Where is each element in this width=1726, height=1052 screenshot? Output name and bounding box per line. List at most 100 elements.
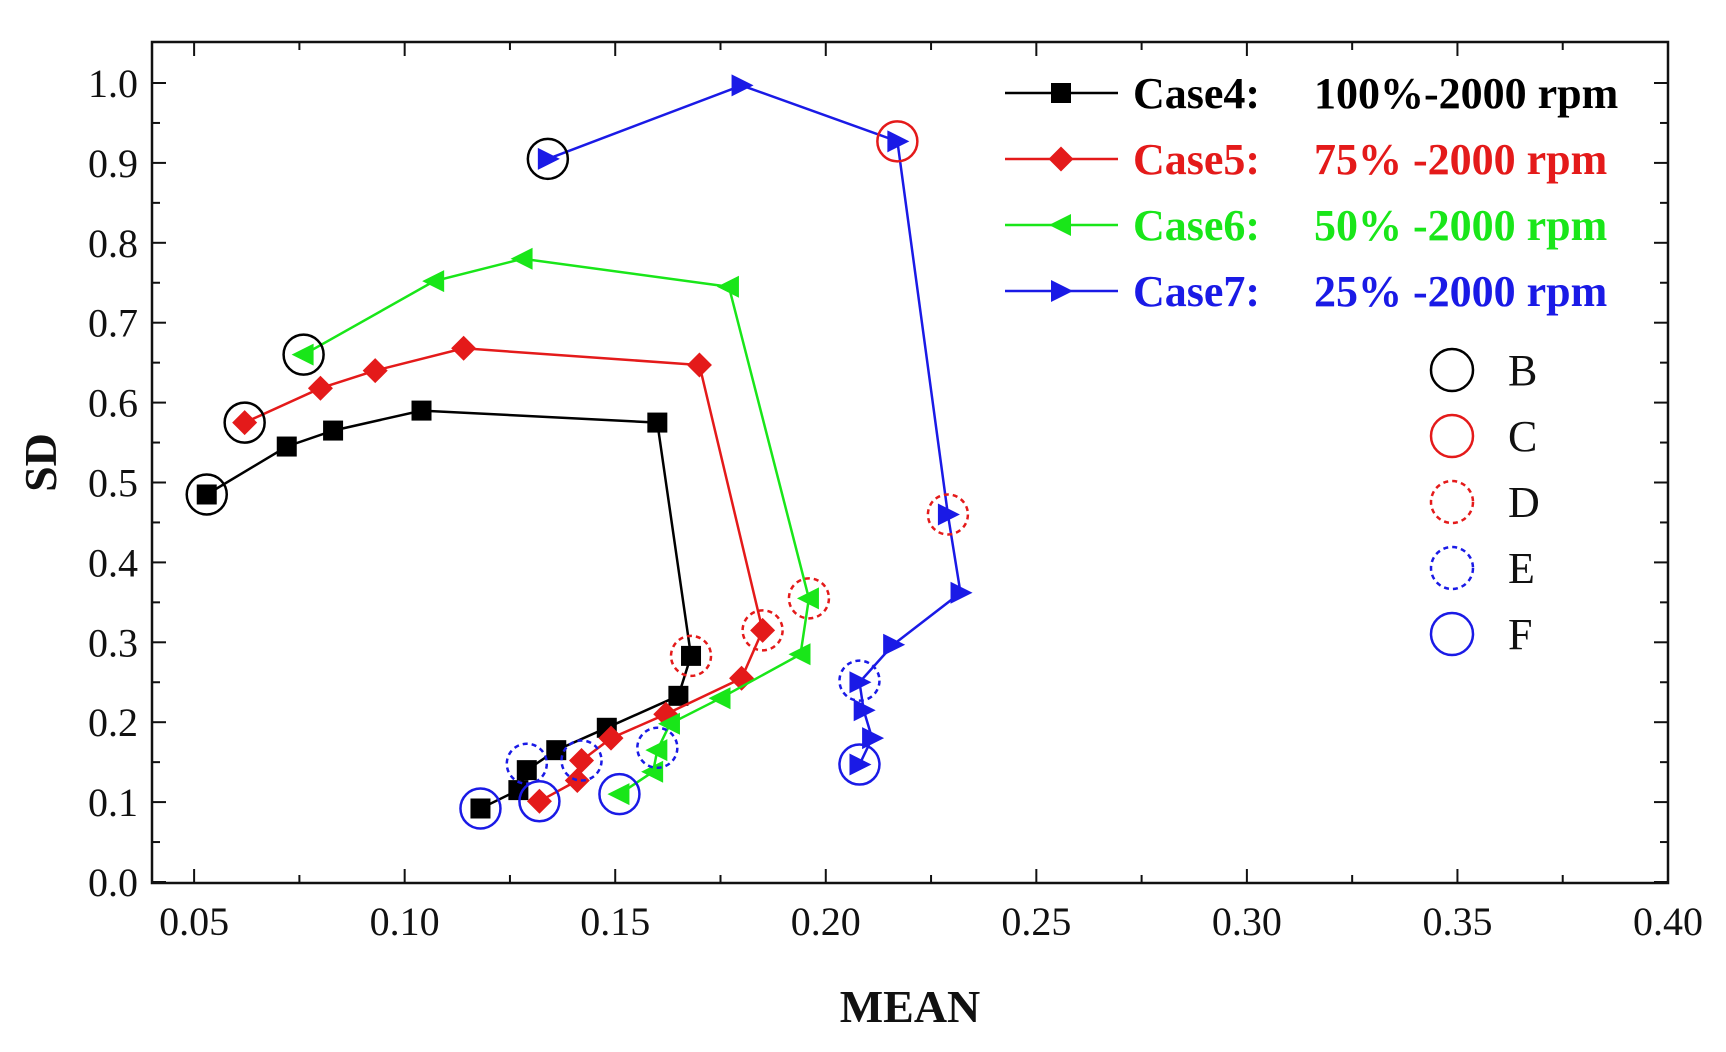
point-case7 [731,74,754,97]
point-case6 [788,643,811,666]
y-tick-label: 0.4 [88,540,138,585]
plot-frame [150,40,1670,885]
y-tick-label: 0.1 [88,780,138,825]
point-case5 [750,617,776,643]
legend-item-case7: Case7: 25% -2000 rpm [1005,267,1607,316]
point-case5 [564,768,590,794]
y-tick-label: 0.8 [88,221,138,266]
marker-legend-circle-d [1429,479,1475,525]
legend-item-case6: Case6: 50% -2000 rpm [1005,201,1607,250]
point-case7 [950,581,973,604]
point-case5 [307,375,333,401]
y-tick-label: 1.0 [88,61,138,106]
circle-annotation-d [926,493,970,536]
line-case6 [302,257,811,796]
point-case6 [607,783,630,806]
marker-legend-item-b: B [1429,346,1537,395]
y-tick-label: 0.9 [88,141,138,186]
legend-desc-case5: 75% -2000 rpm [1314,135,1607,184]
marker-legend-label-e: E [1508,544,1535,593]
point-case7 [849,671,872,694]
x-axis-title: MEAN [840,981,981,1032]
point-case6 [796,587,819,610]
point-case6 [645,739,668,762]
point-case5 [569,748,595,774]
point-case5 [598,725,624,751]
legend-item-case5: Case5: 75% -2000 rpm [1005,135,1607,184]
point-case7 [849,753,872,776]
legend-marker-case4 [1051,83,1071,103]
marker-legend-label-b: B [1508,346,1537,395]
circle-annotation-b [526,137,570,181]
y-tick-label: 0.5 [88,461,138,506]
y-axis-title: SD [15,433,66,492]
x-tick-label: 0.20 [791,899,861,944]
legend-desc-case4: 100%-2000 rpm [1314,69,1618,118]
series-case6 [291,247,819,806]
series-case5 [232,335,776,814]
axes: 0.05 0.10 0.15 0.20 0.25 0.30 0.35 0.40 0.0 0.1 0.… [88,40,1703,944]
point-case4 [411,400,432,421]
legend-label-case7: Case7: [1133,267,1260,316]
point-case6 [422,270,445,293]
circle-annotation-e [560,739,603,782]
point-case4 [276,436,297,457]
circle-annotation-e [636,726,679,770]
circle-annotation-b [185,473,228,516]
marker-legend-item-d: D [1429,478,1540,527]
circle-annotation-b [282,333,325,376]
circle-annotation-f [459,787,502,830]
point-case7 [853,699,876,722]
marker-legend-item-c: C [1429,412,1537,461]
x-tick-label: 0.15 [580,899,650,944]
legend-marker-case7 [1051,280,1073,302]
point-case6 [657,712,680,735]
x-tick-label: 0.10 [370,899,440,944]
point-case6 [716,275,739,298]
line-case4 [206,409,693,810]
marker-legend-circle-f [1429,611,1475,657]
point-case7 [887,130,910,153]
series-case7 [537,74,973,776]
circle-annotation-d [741,609,784,652]
marker-legend-circle-e [1429,545,1475,591]
legend-marker-case6 [1049,214,1071,236]
point-case4 [668,685,689,706]
point-case5 [232,410,258,436]
circle-annotation-f [598,772,641,816]
point-case7 [537,147,560,170]
legend-marker-case5 [1048,146,1074,172]
point-case6 [291,343,314,366]
marker-legend-label-f: F [1508,610,1532,659]
point-case7 [937,503,960,526]
circle-annotation-d [669,634,713,678]
x-tick-label: 0.30 [1212,899,1282,944]
point-case6 [708,687,731,710]
legend-item-case4: Case4: 100%-2000 rpm [1005,69,1618,118]
circle-annotation-f [518,780,561,823]
x-tick-label: 0.35 [1422,899,1492,944]
point-case4 [516,760,537,781]
line-case7 [547,84,962,766]
marker-legend-circle-c [1429,413,1475,459]
circle-annotation-b [223,401,266,444]
circle-annotation-e [505,742,549,785]
circle-annotation-e [838,659,881,702]
circle-annotation-d [787,577,831,620]
point-case5 [686,352,712,378]
marker-legend-label-d: D [1508,478,1540,527]
y-tick-label: 0.3 [88,620,138,665]
point-case7 [883,633,906,656]
point-case4 [323,420,344,441]
point-case4 [647,412,668,433]
point-case5 [526,788,552,814]
x-tick-label: 0.05 [159,899,229,944]
point-case6 [510,247,533,270]
y-tick-label: 0.0 [88,860,138,905]
x-tick-label: 0.25 [1001,899,1071,944]
legend-label-case5: Case5: [1133,135,1260,184]
circle-annotation-f [838,743,881,786]
